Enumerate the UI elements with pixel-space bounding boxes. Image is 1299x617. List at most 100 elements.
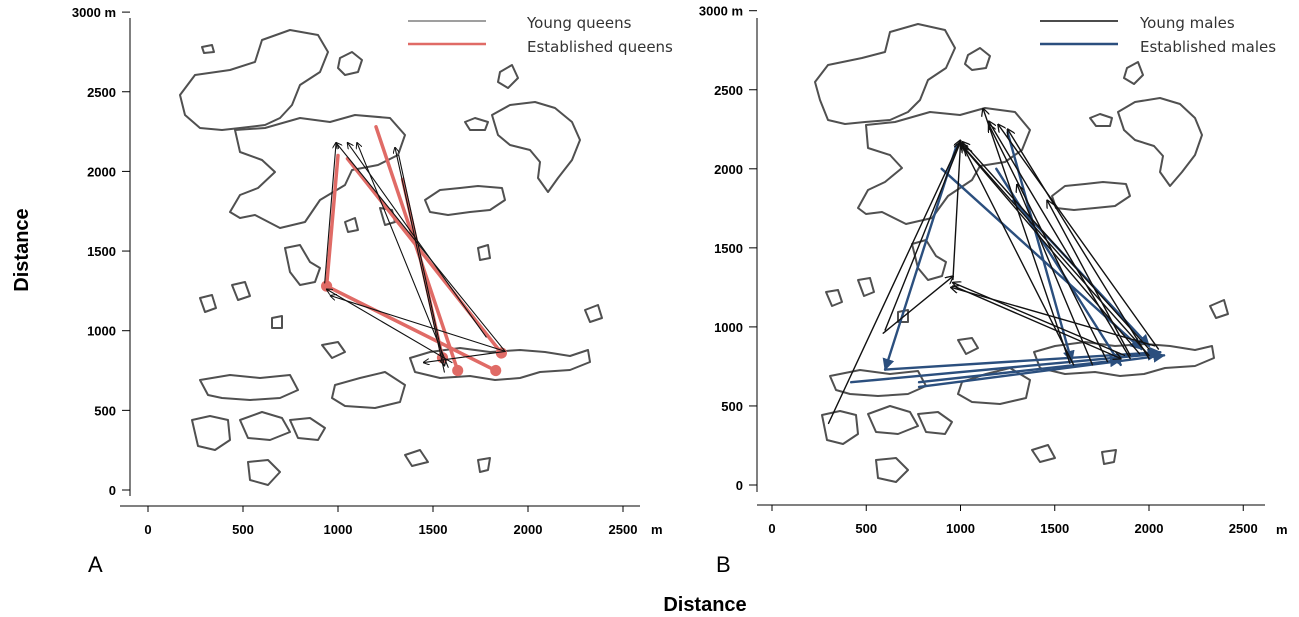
young-trajectory-arrow: [998, 125, 1160, 350]
island-outline: [957, 337, 979, 355]
y-tick-label: 500: [721, 399, 743, 414]
young-trajectory-arrow: [336, 143, 506, 352]
island-outline: [857, 277, 875, 297]
island-outline: [284, 244, 321, 286]
young-trajectory-arrow: [395, 148, 445, 373]
island-outline: [1089, 113, 1113, 127]
island-outline: [337, 51, 363, 76]
x-tick-label: 2000: [514, 522, 543, 537]
island-outline: [229, 114, 406, 229]
x-tick-label: 500: [232, 522, 254, 537]
y-tick-label: 1000: [714, 320, 743, 335]
island-outline: [1101, 449, 1117, 465]
panel-a: 0 500 1000 1500 2000 2500 3000 m 0 500 1000 1500 20…: [72, 5, 673, 577]
y-axis-title: Distance: [11, 208, 33, 291]
young-trajectory-arrow: [983, 109, 1071, 364]
island-map-b: [814, 23, 1229, 483]
island-outline: [964, 47, 991, 71]
island-outline: [424, 185, 506, 216]
young-trajectory-arrow: [953, 283, 1126, 357]
y-tick-label: 2000: [87, 164, 116, 179]
legend-label-young-males: Young males: [1139, 14, 1235, 32]
island-outline: [821, 410, 859, 445]
island-outline: [199, 294, 217, 313]
island-outline: [201, 44, 215, 54]
young-trajectory-arrow: [1008, 129, 1150, 360]
island-outline: [477, 244, 491, 261]
island-outline: [1123, 61, 1144, 85]
x-tick-label: 2500: [609, 522, 638, 537]
axes-b: [756, 18, 1265, 506]
young-trajectory-arrow: [398, 154, 445, 365]
island-outline: [191, 415, 231, 451]
y-tick-label: 1500: [714, 241, 743, 256]
island-outline: [911, 239, 947, 281]
y-tick-label: 1000: [87, 324, 116, 339]
young-trajectory-arrow: [424, 350, 506, 362]
island-outline: [875, 457, 909, 483]
island-outline: [404, 449, 429, 467]
island-outline: [271, 315, 283, 329]
young-trajectory-arrow: [324, 143, 336, 284]
trajectories-a: [321, 125, 507, 377]
legend-label-established-queens: Established queens: [527, 38, 673, 56]
young-trajectory-arrow: [962, 142, 1150, 350]
established-trajectory-arrow: [917, 355, 1122, 384]
island-outline: [1209, 299, 1229, 319]
island-outline: [867, 405, 919, 435]
x-tick-label: 1500: [1040, 521, 1069, 536]
young-trajectory-arrow: [989, 125, 1109, 363]
y-tick-label: 3000 m: [699, 4, 743, 19]
legend-a: Young queens Established queens: [408, 14, 673, 56]
island-outline: [247, 459, 281, 486]
island-outline: [289, 417, 326, 441]
ticks-b: 0 500 1000 1500 2000 2500 3000 m 0 500 1000 1500 20…: [699, 4, 1258, 536]
established-trajectory-arrow: [917, 350, 1166, 389]
young-trajectory-arrow: [1017, 185, 1094, 366]
island-outline: [199, 374, 299, 401]
island-outline: [331, 371, 406, 409]
x-tick-label: 1000: [324, 522, 353, 537]
young-trajectory-arrow: [1047, 200, 1131, 357]
established-trajectory-arrow: [345, 156, 507, 359]
y-tick-label: 2500: [714, 83, 743, 98]
x-tick-label: 2000: [1135, 521, 1164, 536]
x-axis-title: Distance: [663, 594, 746, 616]
island-outline: [477, 457, 491, 473]
established-trajectory-arrow: [1006, 131, 1075, 363]
island-outline: [464, 117, 489, 131]
x-tick-label: 0: [144, 522, 151, 537]
established-trajectory-arrow: [849, 348, 1160, 384]
x-tick-label: 0: [768, 521, 775, 536]
island-outline: [497, 64, 519, 89]
young-trajectory-arrow: [962, 145, 1075, 366]
trajectories-b: [827, 109, 1166, 425]
young-trajectory-arrow: [884, 142, 960, 331]
young-trajectory-arrow: [952, 285, 1121, 359]
young-trajectory-arrow: [989, 121, 1131, 360]
y-tick-label: 500: [94, 403, 116, 418]
young-trajectory-arrow: [961, 144, 1150, 357]
island-outline: [584, 304, 603, 323]
young-trajectory-arrow: [952, 144, 961, 281]
island-outline: [409, 347, 591, 381]
legend-label-young-queens: Young queens: [526, 14, 632, 32]
panel-label-a: A: [88, 552, 103, 577]
y-tick-label: 2500: [87, 85, 116, 100]
young-trajectory-arrow: [357, 143, 449, 368]
x-tick-label: 1000: [946, 521, 975, 536]
island-outline: [239, 411, 291, 441]
young-trajectory-arrow: [327, 289, 453, 364]
x-tick-label: 2500: [1229, 521, 1258, 536]
island-outline: [917, 411, 953, 435]
island-outline: [231, 281, 251, 301]
panel-label-b: B: [716, 552, 731, 577]
x-unit-label: m: [1276, 522, 1288, 537]
ticks-a: 0 500 1000 1500 2000 2500 3000 m 0 500 1000 1500 20…: [72, 5, 638, 537]
island-outline: [829, 369, 927, 397]
young-trajectory-arrow: [882, 276, 953, 334]
x-tick-label: 1500: [419, 522, 448, 537]
island-outline: [179, 29, 329, 131]
legend-label-established-males: Established males: [1140, 38, 1276, 56]
